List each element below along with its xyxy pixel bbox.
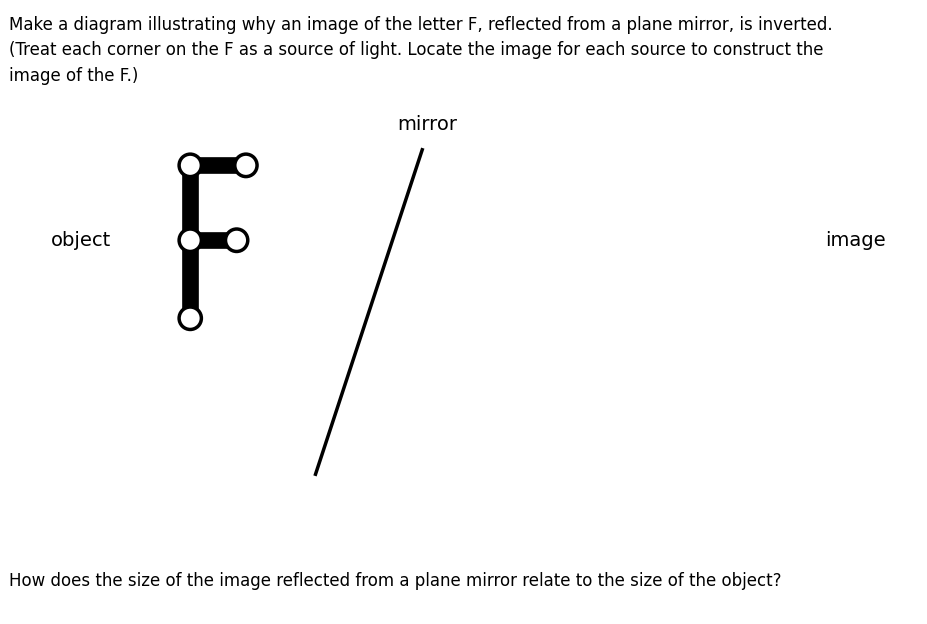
Text: object: object xyxy=(51,231,111,250)
Ellipse shape xyxy=(235,154,257,177)
Text: Make a diagram illustrating why an image of the letter F, reflected from a plane: Make a diagram illustrating why an image… xyxy=(9,16,832,85)
Ellipse shape xyxy=(225,229,248,251)
Text: image: image xyxy=(825,231,885,250)
Ellipse shape xyxy=(179,229,201,251)
Text: How does the size of the image reflected from a plane mirror relate to the size : How does the size of the image reflected… xyxy=(9,572,781,590)
Ellipse shape xyxy=(179,154,201,177)
Text: mirror: mirror xyxy=(397,115,456,134)
Ellipse shape xyxy=(179,307,201,329)
